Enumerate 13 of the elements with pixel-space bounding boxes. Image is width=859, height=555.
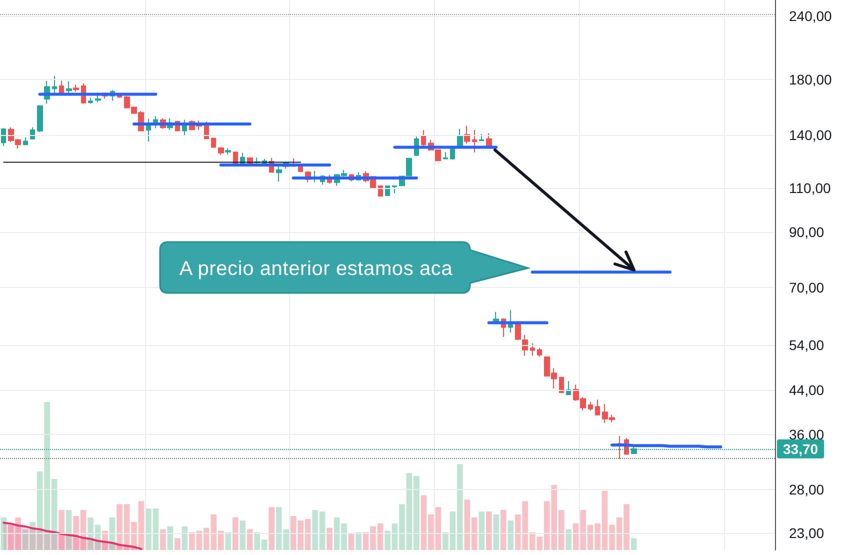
annotation: A precio anterior estamos aca	[179, 258, 454, 280]
y-tick-label: 36,00	[789, 426, 824, 442]
y-tick-label: 70,00	[789, 280, 824, 296]
y-tick-label: 23,00	[789, 525, 824, 542]
y-tick-label: 90,00	[789, 224, 824, 240]
y-tick-label: 28,00	[789, 482, 824, 498]
y-tick-label: 240,00	[789, 8, 832, 24]
y-tick-label: 140,00	[789, 126, 832, 143]
y-tick-label: 110,00	[789, 180, 831, 196]
y-tick-label: 180,00	[789, 71, 832, 88]
y-tick-label: 54,00	[789, 336, 824, 353]
y-tick-label: 44,00	[789, 382, 824, 398]
ref-line-label: 33,70	[783, 440, 818, 457]
